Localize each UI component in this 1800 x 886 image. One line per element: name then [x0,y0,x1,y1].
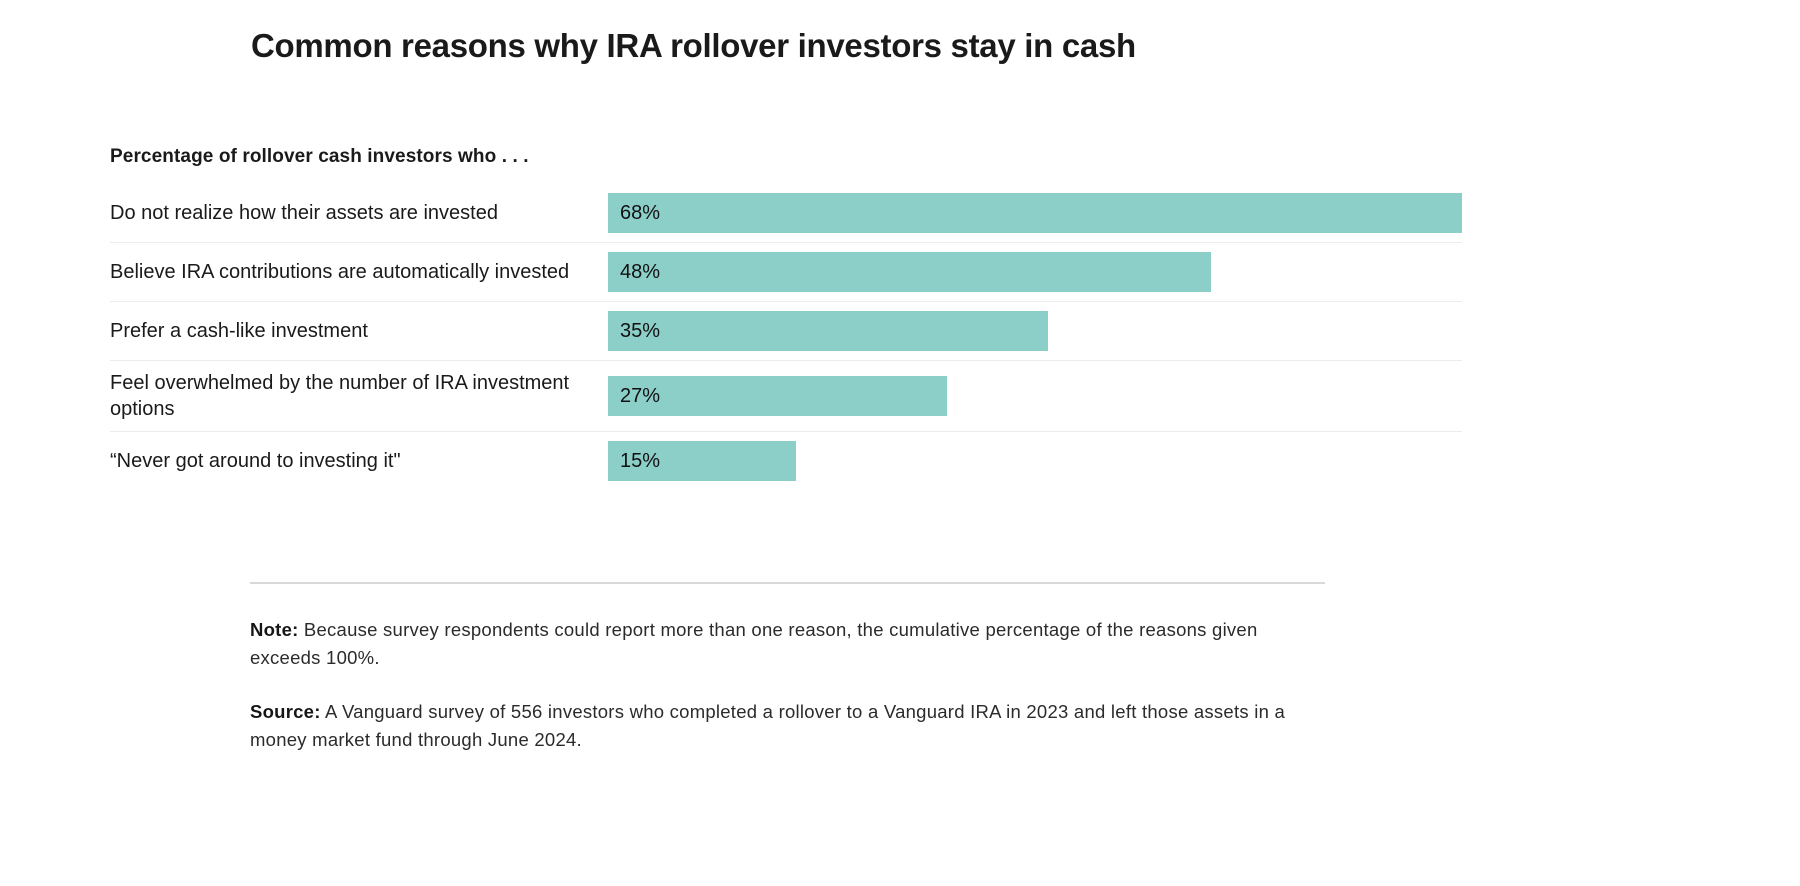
bar-area: 48% [608,252,1462,292]
source-label: Source: [250,701,321,722]
category-label: Feel overwhelmed by the number of IRA in… [110,372,570,420]
bar-value-label: 68% [620,201,661,224]
bar-value-label: 15% [620,449,661,472]
bar: 48% [608,252,1211,292]
bar-chart: Percentage of rollover cash investors wh… [110,146,1462,490]
category-label: Believe IRA contributions are automatica… [110,261,570,283]
chart-row: Prefer a cash-like investment 35% [110,302,1462,361]
chart-title: Common reasons why IRA rollover investor… [251,27,1136,64]
bar-value-label: 48% [620,260,661,283]
category-label: Prefer a cash-like investment [110,320,368,342]
chart-row: Believe IRA contributions are automatica… [110,243,1462,302]
bar: 27% [608,376,948,416]
chart-axis-label: Percentage of rollover cash investors wh… [110,146,529,167]
bar-value-label: 27% [620,384,661,407]
footnote-section: Note: Because survey respondents could r… [250,582,1325,754]
bar-area: 35% [608,311,1462,351]
chart-row: “Never got around to investing it" 15% [110,432,1462,490]
bar-area: 15% [608,441,1462,481]
category-label: “Never got around to investing it" [110,450,401,472]
bar: 15% [608,441,797,481]
bar: 68% [608,193,1462,233]
category-label: Do not realize how their assets are inve… [110,202,498,224]
divider [250,582,1325,584]
bar-area: 27% [608,376,1462,416]
note-text: Note: Because survey respondents could r… [250,619,1258,668]
source-text: Source: A Vanguard survey of 556 investo… [250,701,1286,750]
chart-row: Feel overwhelmed by the number of IRA in… [110,361,1462,432]
note-label: Note: [250,619,299,640]
chart-row: Do not realize how their assets are inve… [110,184,1462,243]
bar: 35% [608,311,1048,351]
bar-value-label: 35% [620,319,661,342]
chart-rows: Do not realize how their assets are inve… [110,184,1462,490]
bar-area: 68% [608,193,1462,233]
